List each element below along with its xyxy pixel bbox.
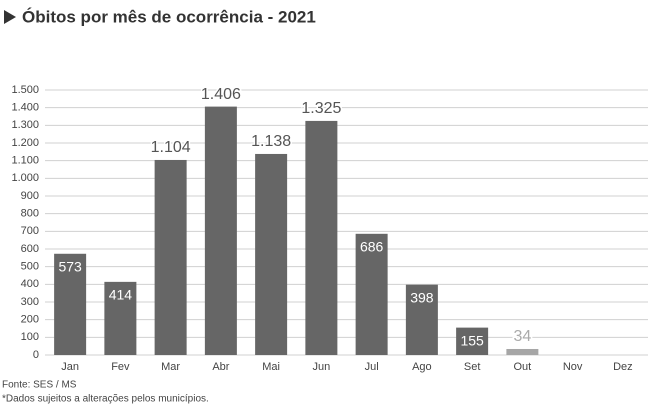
bar (456, 327, 489, 355)
bar (54, 253, 87, 355)
chart-title: Óbitos por mês de ocorrência - 2021 (22, 7, 316, 26)
value-label: 1.325 (301, 100, 341, 117)
source: Fonte: SES / MS (2, 380, 77, 391)
bar (305, 120, 338, 356)
y-tick-label: 400 (21, 278, 39, 290)
y-tick-label: 1.000 (11, 172, 39, 184)
x-tick-label: Set (464, 361, 481, 373)
y-tick-label: 800 (21, 208, 39, 220)
bar (104, 281, 137, 355)
y-tick-label: 700 (21, 225, 39, 237)
x-tick-label: Mai (262, 361, 280, 373)
y-tick-label: 900 (21, 190, 39, 202)
title-marker (4, 10, 16, 24)
bar (506, 348, 539, 355)
x-tick-label: Jan (61, 361, 79, 373)
y-tick-label: 1.400 (11, 102, 39, 114)
x-tick-label: Fev (111, 361, 130, 373)
value-label: 398 (410, 289, 434, 305)
y-tick-label: 200 (21, 314, 39, 326)
value-label: 686 (360, 239, 384, 255)
x-tick-label: Ago (412, 361, 432, 373)
x-tick-label: Abr (212, 361, 229, 373)
bar (204, 106, 237, 356)
note: *Dados sujeitos a alterações pelos munic… (2, 394, 209, 405)
y-tick-label: 300 (21, 296, 39, 308)
value-label: 573 (58, 258, 82, 274)
y-tick-label: 1.100 (11, 155, 39, 167)
x-tick-label: Jul (365, 361, 379, 373)
bar (355, 233, 388, 355)
bar (255, 153, 288, 355)
bar (154, 159, 187, 355)
x-tick-label: Out (514, 361, 532, 373)
y-tick-label: 0 (33, 349, 39, 361)
x-tick-label: Mar (161, 361, 180, 373)
y-tick-label: 1.200 (11, 137, 39, 149)
x-tick-label: Jun (313, 361, 331, 373)
value-label: 34 (513, 328, 531, 345)
value-label: 155 (460, 332, 484, 348)
x-tick-label: Nov (563, 361, 583, 373)
value-label: 1.138 (251, 133, 291, 150)
y-tick-label: 100 (21, 331, 39, 343)
x-tick-label: Dez (613, 361, 633, 373)
value-label: 414 (109, 287, 133, 303)
y-tick-label: 1.500 (11, 84, 39, 96)
y-tick-label: 1.300 (11, 119, 39, 131)
y-tick-label: 500 (21, 261, 39, 273)
bar (405, 284, 438, 355)
value-label: 1.406 (201, 86, 241, 103)
y-tick-label: 600 (21, 243, 39, 255)
value-label: 1.104 (151, 139, 191, 156)
